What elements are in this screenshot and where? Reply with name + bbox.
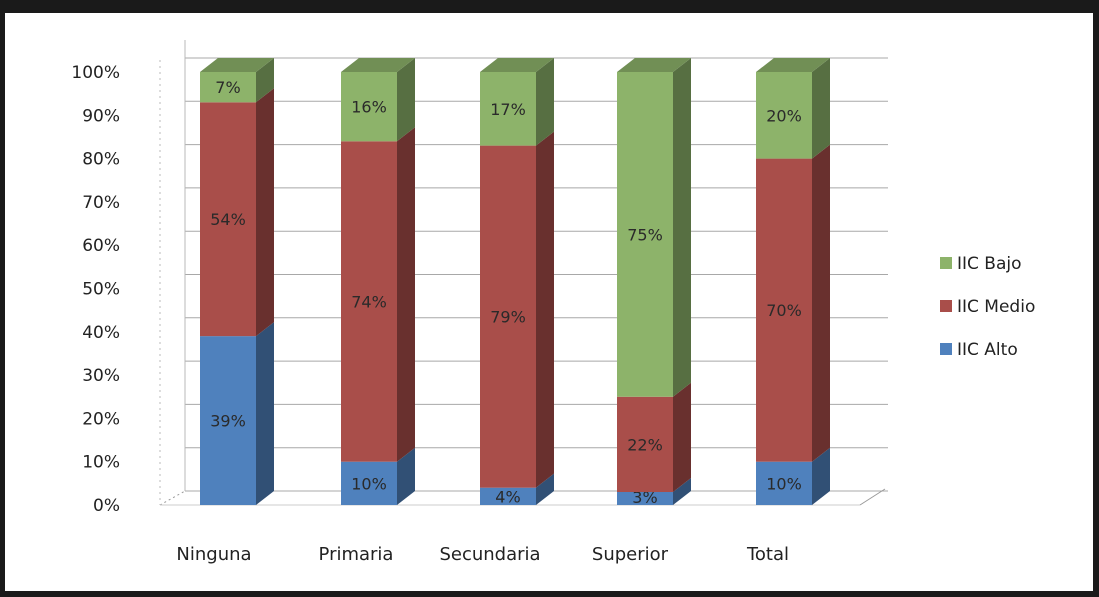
bar-segment xyxy=(341,72,397,142)
floor-edge xyxy=(159,490,186,506)
y-tick-label: 80% xyxy=(82,150,120,170)
bar-segment-side xyxy=(397,58,415,142)
y-tick-label: 30% xyxy=(82,366,120,386)
legend-swatch xyxy=(940,343,952,355)
bar-segment xyxy=(480,145,536,488)
x-category-label: Ninguna xyxy=(176,544,251,565)
x-category-labels: Ninguna Primaria Secundaria Superior Total xyxy=(176,544,789,565)
bar-segment-side xyxy=(812,144,830,462)
x-category-label: Primaria xyxy=(319,544,394,565)
bar-segment-side xyxy=(536,58,554,146)
y-tick-label: 10% xyxy=(82,453,120,473)
bar-top xyxy=(480,58,554,72)
data-label: 39% xyxy=(210,412,246,431)
bar-stack: 39% 54% 7% xyxy=(200,58,274,505)
bar-stack: 4% 79% 17% xyxy=(480,58,554,506)
bar-segment-side xyxy=(673,382,691,493)
bar-segment-side xyxy=(673,478,691,505)
data-label: 75% xyxy=(627,225,663,244)
bar-segment xyxy=(480,487,536,505)
x-category-label: Secundaria xyxy=(439,544,540,565)
x-category-label: Superior xyxy=(592,544,669,565)
bar-segment-side xyxy=(812,447,830,505)
legend-label: IIC Medio xyxy=(957,297,1035,317)
bar-segment-side xyxy=(256,58,274,103)
bar-segment xyxy=(341,141,397,462)
bar-top xyxy=(341,58,415,72)
legend-label: IIC Bajo xyxy=(957,254,1022,274)
bar-segment-side xyxy=(536,473,554,505)
y-tick-label: 0% xyxy=(93,496,120,516)
bar-segment-side xyxy=(812,58,830,159)
y-tick-label: 20% xyxy=(82,409,120,429)
bar-stack: 10% 70% 20% xyxy=(756,58,830,505)
bar-top xyxy=(200,58,274,72)
data-label: 20% xyxy=(766,106,802,125)
bar-segment xyxy=(756,461,812,505)
bar-segment xyxy=(480,72,536,146)
bar-segment xyxy=(756,72,812,159)
bar-segment-side xyxy=(256,322,274,505)
bar-segment xyxy=(617,492,673,505)
bar-segment xyxy=(756,158,812,462)
bar-segment xyxy=(200,72,256,103)
legend: IIC Bajo IIC Medio IIC Alto xyxy=(940,254,1035,360)
legend-label: IIC Alto xyxy=(957,340,1018,360)
data-label: 79% xyxy=(490,308,526,327)
data-label: 4% xyxy=(495,487,520,506)
bar-top xyxy=(617,58,691,72)
bar-stack: 10% 74% 16% xyxy=(341,58,415,505)
data-label: 17% xyxy=(490,100,526,119)
data-label: 70% xyxy=(766,301,802,320)
x-category-label: Total xyxy=(746,544,789,565)
bar-stack: 3% 22% 75% xyxy=(617,58,691,507)
data-label: 74% xyxy=(351,292,387,311)
y-tick-label: 50% xyxy=(82,280,120,300)
bar-segment-side xyxy=(256,88,274,337)
y-tick-label: 40% xyxy=(82,323,120,343)
data-label: 3% xyxy=(632,488,657,507)
bar-segment-side xyxy=(673,58,691,397)
bar-segment-side xyxy=(397,127,415,462)
y-tick-label: 100% xyxy=(71,63,120,83)
y-tick-label: 60% xyxy=(82,236,120,256)
bars: 39% 54% 7% 10% 74% 16% 4% 79% 17% 3% 22% 75% 10% 70% 2… xyxy=(200,58,830,507)
y-tick-labels: 0% 10% 20% 30% 40% 50% 60% 70% 80% 90% 100% xyxy=(71,63,120,516)
data-label: 10% xyxy=(766,474,802,493)
y-tick-label: 90% xyxy=(82,106,120,126)
y-tick-label: 70% xyxy=(82,193,120,213)
data-label: 16% xyxy=(351,98,387,117)
bar-segment-side xyxy=(536,131,554,488)
data-label: 7% xyxy=(215,78,240,97)
bar-segment xyxy=(341,461,397,505)
bar-segment xyxy=(617,72,673,397)
data-label: 10% xyxy=(351,474,387,493)
data-label: 54% xyxy=(210,210,246,229)
bar-segment xyxy=(617,396,673,493)
legend-swatch xyxy=(940,257,952,269)
bar-segment xyxy=(200,336,256,505)
bar-segment xyxy=(200,102,256,337)
bar-top xyxy=(756,58,830,72)
data-label: 22% xyxy=(627,435,663,454)
bar-segment-side xyxy=(397,447,415,505)
floor-edge-right xyxy=(859,488,886,506)
legend-swatch xyxy=(940,300,952,312)
